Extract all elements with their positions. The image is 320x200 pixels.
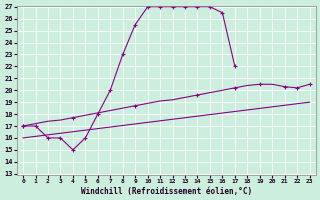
X-axis label: Windchill (Refroidissement éolien,°C): Windchill (Refroidissement éolien,°C) — [81, 187, 252, 196]
